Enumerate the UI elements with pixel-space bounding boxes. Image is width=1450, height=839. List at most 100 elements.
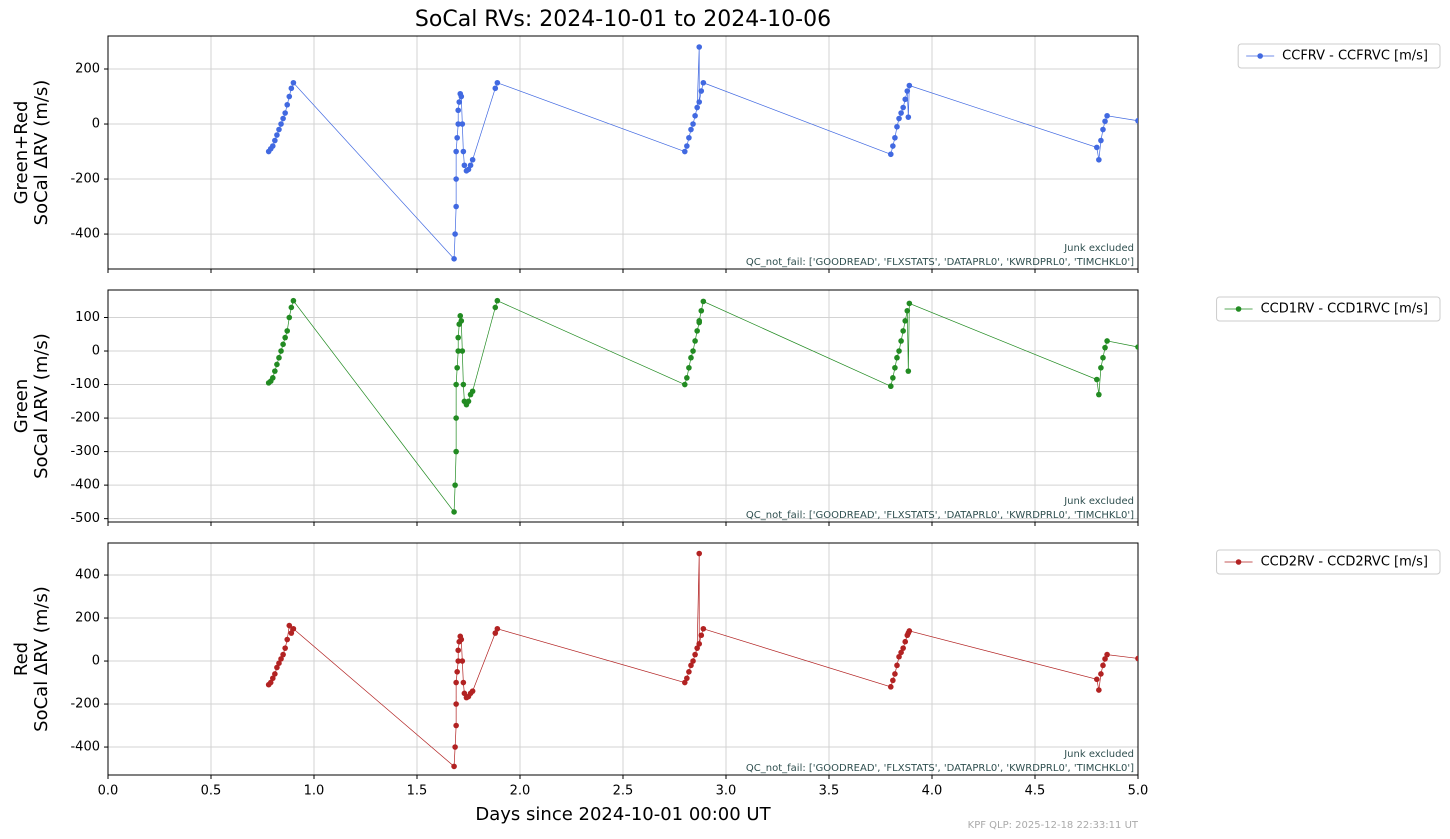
data-point [270, 375, 276, 381]
data-point [905, 368, 912, 374]
data-point [453, 448, 459, 455]
x-tick-label: 5.0 [1128, 784, 1149, 799]
data-point [469, 156, 476, 163]
data-point [698, 307, 705, 314]
data-point [465, 398, 472, 405]
chart-title: SoCal RVs: 2024-10-01 to 2024-10-06 [415, 7, 831, 32]
data-point [684, 143, 690, 149]
legend-box [1216, 549, 1441, 575]
data-point [894, 662, 900, 669]
data-point [456, 99, 463, 105]
y-tick-label: -200 [70, 172, 100, 187]
data-point [1135, 117, 1138, 124]
data-point [288, 304, 295, 311]
x-tick-label: 0.0 [98, 784, 119, 799]
data-point [890, 677, 896, 684]
data-point [900, 104, 906, 111]
data-point [892, 134, 898, 141]
data-point [900, 328, 906, 334]
y-axis-label: Red [11, 642, 32, 676]
data-point [460, 381, 467, 388]
data-point [460, 679, 467, 686]
data-point [902, 638, 909, 645]
data-line [268, 553, 1138, 768]
data-point [682, 381, 688, 388]
data-point [455, 334, 462, 341]
data-point [492, 630, 499, 636]
data-point [1102, 656, 1108, 662]
data-point [896, 115, 902, 122]
data-point [682, 679, 688, 686]
data-point [288, 630, 295, 636]
data-point [1096, 687, 1102, 693]
data-point [272, 137, 278, 144]
legend-marker [1235, 306, 1242, 312]
annotation: Junk excluded [1063, 243, 1134, 254]
data-point [690, 121, 696, 127]
data-point [1102, 118, 1108, 125]
data-point [696, 318, 703, 324]
data-point [1100, 126, 1106, 133]
data-point [453, 381, 459, 388]
data-point [290, 297, 297, 304]
data-point [892, 671, 898, 677]
x-axis-label: Days since 2024-10-01 00:00 UT [475, 804, 771, 825]
data-point [453, 722, 459, 729]
data-point [286, 314, 293, 321]
data-point [902, 318, 909, 324]
data-point [686, 364, 692, 371]
data-point [451, 256, 457, 262]
data-point [906, 300, 913, 307]
series [265, 297, 1138, 515]
data-point [698, 88, 705, 94]
data-line [268, 46, 1138, 260]
data-point [1096, 156, 1102, 163]
plot-frame [107, 35, 1139, 270]
data-point [288, 85, 295, 92]
data-point [286, 622, 293, 629]
annotation: QC_not_fail: ['GOODREAD', 'FLXSTATS', 'D… [746, 763, 1134, 774]
data-point [896, 653, 902, 660]
data-point [278, 656, 284, 662]
y-tick-label: 200 [75, 611, 100, 626]
data-point [700, 79, 707, 86]
data-point [1100, 354, 1106, 361]
data-point [454, 668, 460, 675]
data-point [276, 126, 282, 133]
data-point [902, 96, 909, 103]
data-point [278, 348, 284, 354]
data-point [896, 348, 902, 354]
data-point [696, 550, 703, 557]
data-point [890, 375, 896, 381]
data-point [461, 162, 468, 169]
data-point [1094, 676, 1100, 683]
y-axis-label: SoCal ΔRV (m/s) [31, 586, 52, 732]
data-point [274, 132, 280, 138]
x-tick-label: 3.5 [819, 784, 840, 799]
data-point [1098, 364, 1104, 371]
data-point [453, 148, 459, 155]
data-point [1094, 376, 1100, 383]
data-point [894, 123, 900, 130]
y-tick-label: -500 [70, 511, 100, 526]
data-point [458, 318, 465, 324]
data-point [906, 82, 913, 89]
data-point [290, 79, 297, 86]
data-point [458, 93, 465, 100]
data-point [1098, 671, 1104, 677]
legend-marker [1257, 53, 1263, 59]
data-point [453, 701, 459, 707]
data-point [905, 114, 912, 120]
y-tick-label: 400 [75, 568, 100, 583]
annotation: Junk excluded [1063, 496, 1134, 507]
data-point [892, 364, 898, 371]
data-point [700, 625, 707, 632]
data-point [904, 307, 911, 314]
data-point [459, 121, 466, 127]
data-point [460, 148, 467, 155]
y-tick-label: 200 [75, 62, 100, 77]
data-point [455, 107, 462, 114]
data-point [280, 341, 286, 348]
data-point [1094, 144, 1100, 151]
